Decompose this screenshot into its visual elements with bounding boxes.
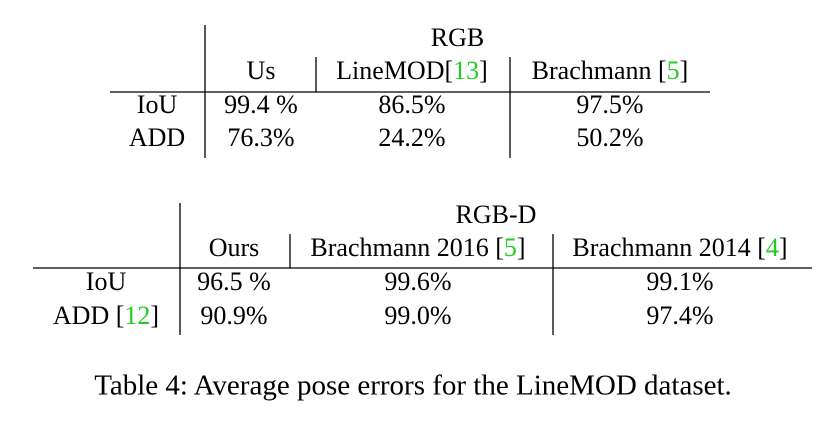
column-header-text: ] (779, 233, 788, 262)
row-label-text: ADD (129, 123, 185, 152)
cell: 99.6% (384, 267, 451, 296)
row-label-text: ADD [ (53, 301, 125, 330)
cell: 99.1% (646, 267, 713, 296)
cell: 97.4% (646, 301, 713, 330)
citation: 4 (766, 233, 779, 262)
row-label: ADD [12] (53, 301, 159, 330)
cell: 90.9% (200, 301, 267, 330)
row-label-text: IoU (86, 267, 127, 296)
group-header: RGB-D (456, 200, 537, 229)
row-label-text: IoU (137, 90, 178, 119)
cell: 99.4 % (224, 90, 298, 119)
cell: 97.5% (576, 90, 643, 119)
citation: 12 (124, 301, 150, 330)
row-label: ADD (129, 123, 185, 152)
cell: 86.5% (378, 90, 445, 119)
citation: 5 (504, 233, 517, 262)
column-header-text: Brachmann 2014 [ (572, 233, 766, 262)
cell: 50.2% (576, 123, 643, 152)
cell: 24.2% (378, 123, 445, 152)
column-header-text: ] (517, 233, 526, 262)
column-header: Brachmann 2016 [5] (310, 233, 525, 262)
column-header: Us (247, 56, 276, 85)
column-header-text: Brachmann 2016 [ (310, 233, 504, 262)
column-header-text: Us (247, 56, 276, 85)
caption: Table 4: Average pose errors for the Lin… (94, 370, 732, 402)
column-header: Brachmann 2014 [4] (572, 233, 787, 262)
cell: 99.0% (384, 301, 451, 330)
column-header-text: ] (479, 56, 488, 85)
column-header: Brachmann [5] (532, 56, 689, 85)
column-header: LineMOD[13] (336, 56, 488, 85)
row-label: IoU (86, 267, 127, 296)
column-header: Ours (209, 233, 260, 262)
column-header-text: LineMOD[ (336, 56, 453, 85)
cell: 76.3% (227, 123, 294, 152)
column-header-text: ] (680, 56, 689, 85)
citation: 13 (453, 56, 479, 85)
row-label: IoU (137, 90, 178, 119)
column-header-text: Ours (209, 233, 260, 262)
cell: 96.5 % (197, 267, 271, 296)
citation: 5 (667, 56, 680, 85)
row-label-text: ] (150, 301, 159, 330)
group-header: RGB (431, 23, 484, 52)
column-header-text: Brachmann [ (532, 56, 667, 85)
